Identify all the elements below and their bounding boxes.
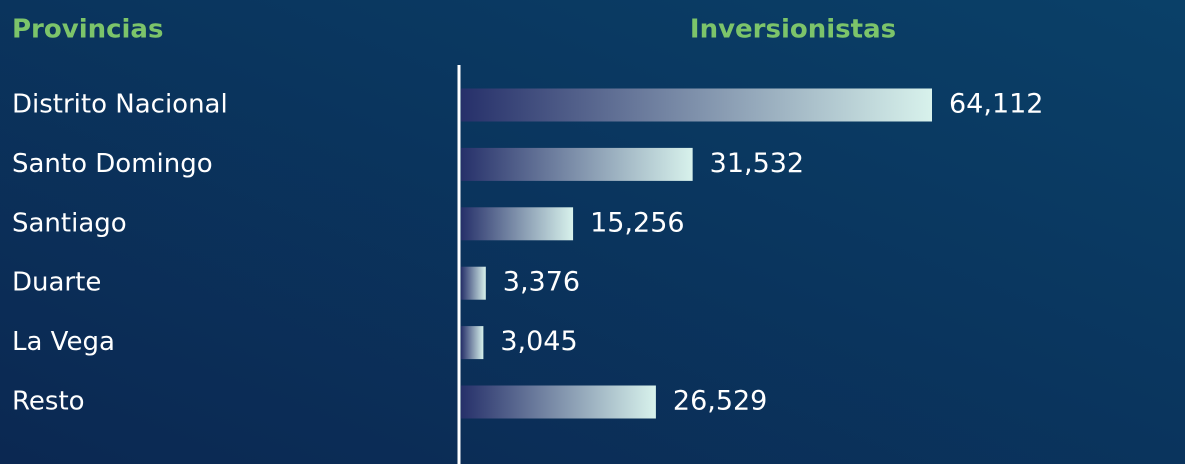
category-label: Santiago [12, 208, 127, 238]
value-label: 31,532 [710, 148, 804, 179]
value-label: 64,112 [949, 89, 1043, 120]
bar [461, 326, 484, 360]
value-label: 26,529 [673, 386, 767, 417]
value-header: Inversionistas [690, 15, 896, 45]
category-label: Duarte [12, 268, 101, 298]
bar [461, 88, 932, 122]
value-label: 3,045 [500, 326, 577, 357]
category-label: Santo Domingo [12, 149, 213, 179]
value-label: 3,376 [503, 267, 580, 298]
category-label: Resto [12, 387, 85, 417]
value-label: 15,256 [590, 207, 684, 238]
bar [461, 385, 656, 419]
bar [461, 266, 486, 300]
category-label: La Vega [12, 327, 115, 357]
bar [461, 147, 693, 181]
category-label: Distrito Nacional [12, 90, 228, 120]
bar [461, 207, 574, 241]
category-header: Provincias [12, 15, 163, 45]
